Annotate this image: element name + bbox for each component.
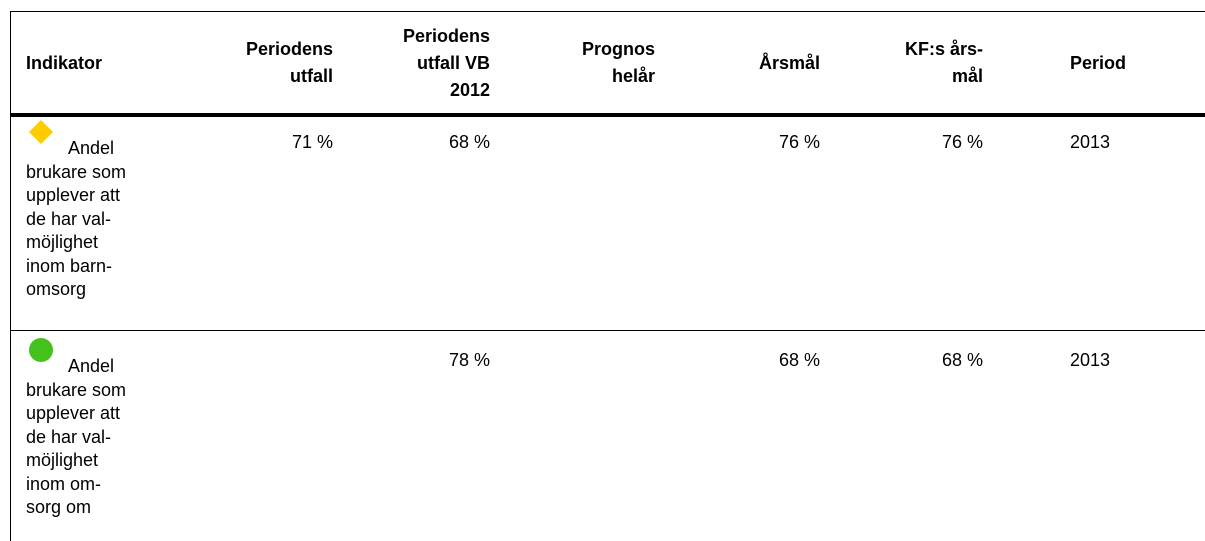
indicator-text: upplever att [26, 185, 121, 205]
indicator-text: möjlighet [26, 450, 99, 470]
data-cell: 76 % [778, 132, 820, 152]
header-cell: KF:s års- [904, 39, 983, 59]
indicator-text: inom barn- [26, 255, 113, 276]
indicator-text: Andel [68, 138, 115, 158]
indicator-text: Andel [68, 356, 115, 376]
row-separator [10, 330, 1205, 331]
data-cell: 71 % [291, 132, 333, 152]
status-icon [29, 338, 53, 362]
indicator-text: möjlighet [26, 232, 99, 252]
indicator-text: sorg om [26, 497, 92, 517]
indicator-text: upplever att [26, 403, 121, 423]
table-top-border [10, 11, 1205, 12]
header-cell: Periodens [245, 39, 333, 59]
header-cell: Period [1070, 52, 1127, 73]
indicator-text: omsorg [26, 279, 87, 299]
data-cell: 2013 [1070, 350, 1111, 370]
header-cell: 2012 [449, 79, 490, 100]
data-cell: 78 % [448, 350, 490, 370]
header-cell: Periodens [402, 25, 490, 46]
data-cell: 68 % [448, 132, 490, 152]
indicator-text: brukare som [26, 379, 127, 400]
header-cell: helår [611, 66, 655, 86]
indicator-text: de har val- [26, 208, 112, 229]
indicator-text: brukare som [26, 161, 127, 182]
indicator-text: de har val- [26, 426, 112, 447]
data-cell: 68 % [941, 350, 983, 370]
indicator-text: inom om- [26, 473, 102, 494]
header-cell: Årsmål [758, 52, 820, 73]
data-cell: 76 % [941, 132, 983, 152]
header-bottom-border [10, 113, 1205, 117]
header-cell: utfall [290, 66, 333, 86]
header-cell: utfall VB [416, 52, 490, 73]
data-cell: 2013 [1070, 132, 1111, 152]
header-cell: mål [951, 66, 983, 86]
table-left-border [10, 11, 11, 541]
header-cell: Indikator [26, 52, 103, 73]
header-cell: Prognos [581, 39, 655, 59]
data-cell: 68 % [778, 350, 820, 370]
status-icon [29, 120, 53, 144]
